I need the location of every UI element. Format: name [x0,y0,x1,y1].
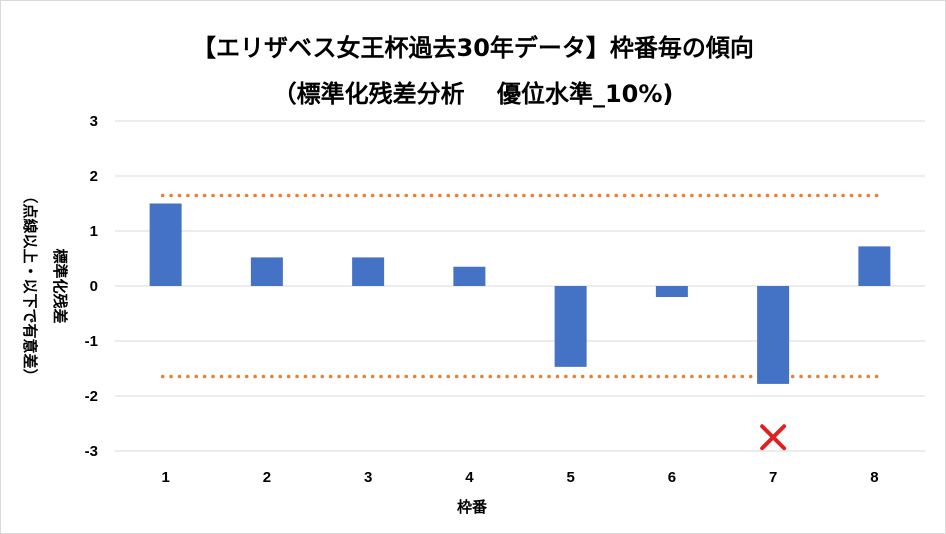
y-axis-title-note: （点線以上・以下で有意差） [21,188,39,383]
chart-title: 【エリザベス女王杯過去30年データ】枠番毎の傾向 [192,34,754,62]
bar [352,257,385,286]
markers [760,424,787,451]
y-tick-label: 0 [90,278,98,295]
bar [655,286,688,297]
gridlines [115,120,925,452]
y-tick-label: 1 [90,223,98,240]
x-tick-label: 4 [465,469,474,486]
cross-marker-stroke [760,424,787,451]
y-tick-labels: 3 2 1 0 -1 -2 -3 [85,113,98,460]
y-tick-label: -3 [85,443,98,460]
x-tick-label: 1 [161,469,169,486]
x-tick-label: 5 [566,469,574,486]
y-axis-title: 標準化残差 [51,248,69,323]
x-axis-title: 枠番 [457,498,488,516]
bar [554,286,587,367]
bar [858,246,891,286]
y-tick-label: -2 [85,388,98,405]
bar [250,257,283,286]
bar [757,286,790,384]
chart-subtitle: （標準化残差分析 優位水準_10%) [272,80,674,108]
x-tick-label: 8 [870,469,878,486]
cross-marker [760,424,787,451]
x-tick-label: 6 [668,469,676,486]
x-tick-label: 3 [364,469,372,486]
bar [149,203,182,286]
x-tick-labels: 1 2 3 4 5 6 7 8 [161,469,878,486]
bars [149,203,891,384]
x-tick-label: 7 [769,469,777,486]
bar [453,266,486,286]
y-tick-label: 3 [90,113,98,130]
y-tick-label: 2 [90,168,98,185]
x-tick-label: 2 [263,469,271,486]
y-tick-label: -1 [85,333,98,350]
